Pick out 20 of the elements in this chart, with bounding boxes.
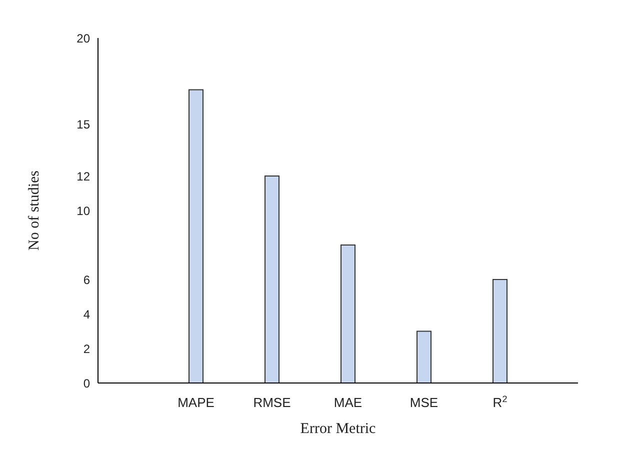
y-tick-label: 4	[83, 307, 90, 322]
bar	[264, 176, 280, 383]
y-tick-label: 20	[76, 31, 90, 46]
bar	[188, 89, 204, 383]
x-axis-title: Error Metric	[300, 421, 376, 437]
x-tick-label: R$^{2}$	[492, 394, 508, 410]
bar	[340, 244, 356, 383]
x-tick-label: RMSE	[253, 395, 292, 410]
x-tick-label: MAPE	[178, 395, 215, 410]
y-tick-label: 0	[83, 376, 90, 390]
y-tick-label: 15	[76, 118, 90, 132]
y-tick-label: 12	[76, 169, 90, 184]
y-axis-title: No of studies	[26, 170, 42, 250]
y-tick-label: 6	[83, 272, 90, 287]
y-tick-label: 2	[83, 342, 90, 356]
bar	[492, 279, 508, 383]
bar	[416, 330, 432, 383]
y-tick-label: 10	[76, 204, 90, 218]
x-tick-label: MSE	[410, 395, 438, 410]
x-tick-label: MAE	[334, 395, 362, 410]
